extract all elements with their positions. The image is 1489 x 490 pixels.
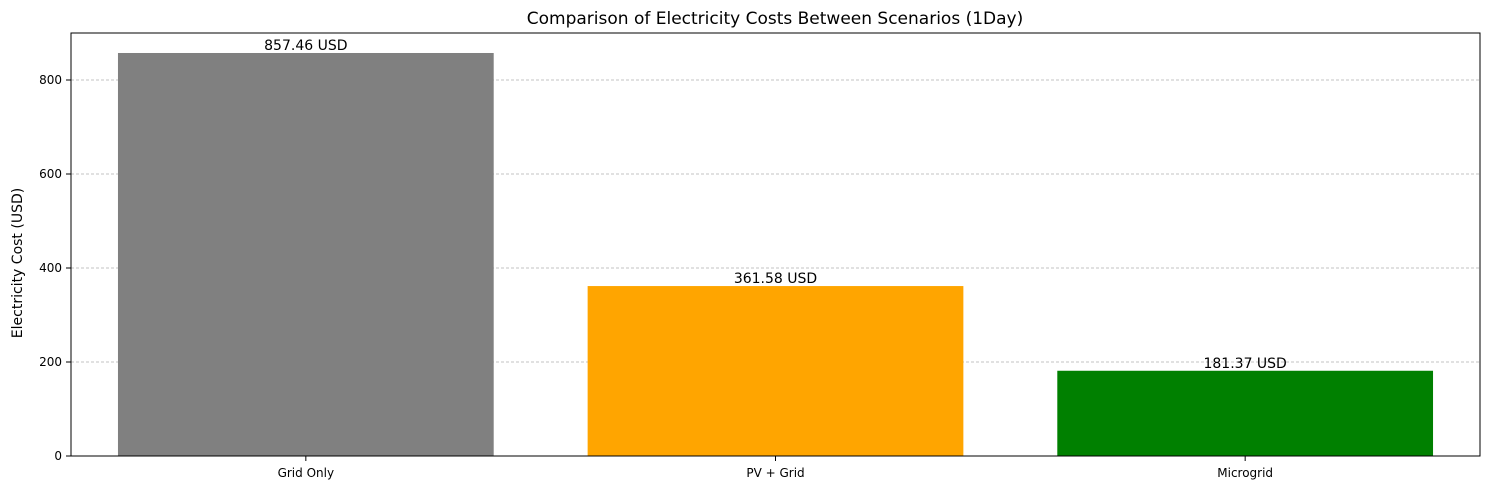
- bar-microgrid: [1057, 370, 1434, 456]
- y-tick-label: 600: [39, 167, 62, 181]
- bars: [117, 52, 1434, 456]
- bar-pv-grid: [587, 286, 964, 456]
- chart-title: Comparison of Electricity Costs Between …: [527, 9, 1023, 29]
- y-axis-label: Electricity Cost (USD): [10, 188, 26, 338]
- data-label: 181.37 USD: [1203, 356, 1286, 372]
- x-tick-label: Grid Only: [278, 466, 334, 480]
- axes: 0 200 400 600 800 Grid Only PV + Grid Microgrid: [39, 32, 1481, 480]
- y-tick-label: 200: [39, 355, 62, 369]
- data-label: 857.46 USD: [264, 38, 347, 54]
- x-tick-label: PV + Grid: [746, 466, 804, 480]
- plot-frame: [70, 32, 1481, 457]
- x-tick-label: Microgrid: [1217, 466, 1273, 480]
- data-labels: 857.46 USD 361.58 USD 181.37 USD: [264, 38, 1287, 372]
- y-tick-label: 0: [54, 449, 62, 463]
- y-tick-label: 800: [39, 73, 62, 87]
- y-tick-label: 400: [39, 261, 62, 275]
- bar-grid-only: [117, 52, 494, 456]
- data-label: 361.58 USD: [734, 271, 817, 287]
